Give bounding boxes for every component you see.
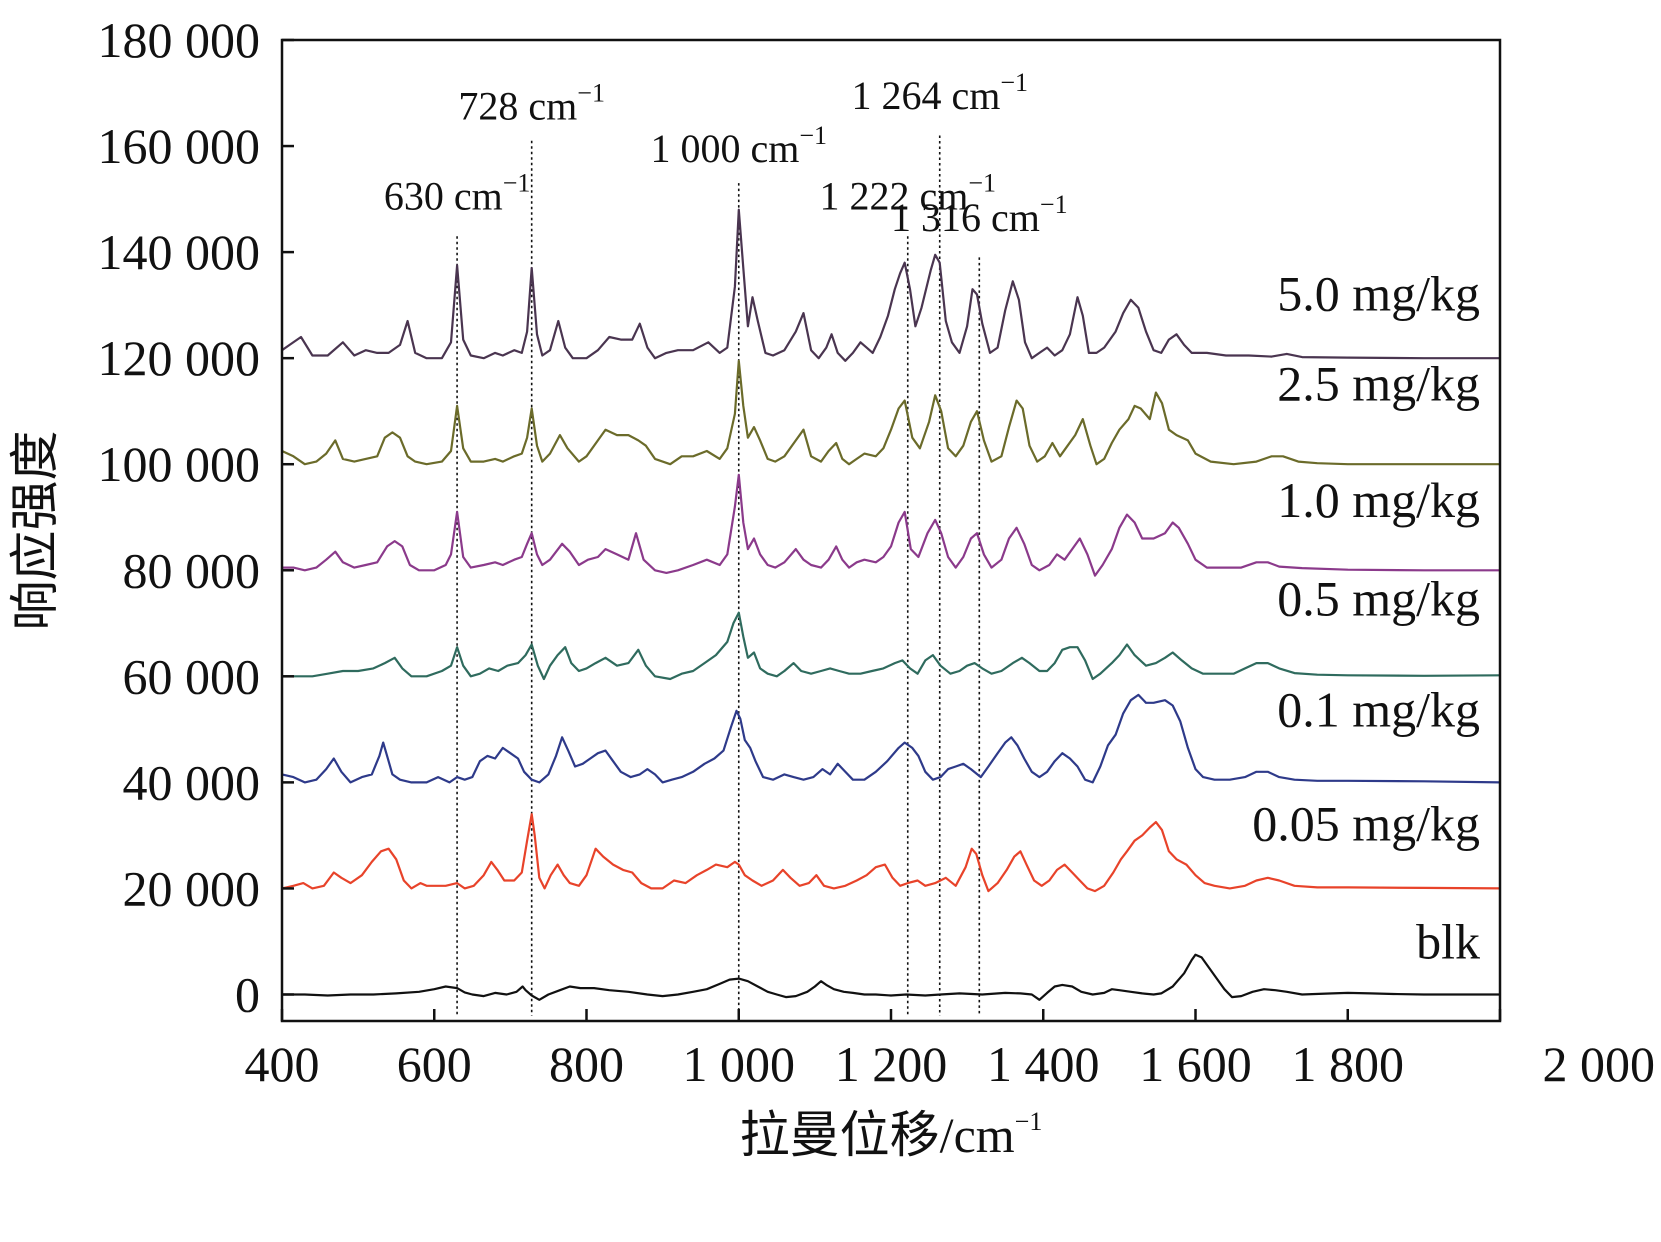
series-label: 0.1 mg/kg bbox=[1277, 682, 1480, 738]
peak-marker-label: 1 264 cm−1 bbox=[851, 68, 1028, 118]
peak-marker-label: 1 316 cm−1 bbox=[891, 190, 1068, 240]
peak-marker-label-sup: −1 bbox=[577, 79, 605, 108]
x-tick-label: 2 000 bbox=[1543, 1036, 1656, 1092]
x-tick-label: 1 200 bbox=[835, 1036, 948, 1092]
x-tick-label: 1 400 bbox=[987, 1036, 1100, 1092]
series-label: 2.5 mg/kg bbox=[1277, 356, 1480, 412]
y-tick-label: 120 000 bbox=[98, 330, 261, 386]
tick-layer: 400 600 800 1 000 1 200 1 400 1 600 1 800 2 000 0… bbox=[98, 12, 1656, 1092]
series-layer bbox=[281, 208, 1501, 1001]
y-tick-label: 160 000 bbox=[98, 118, 261, 174]
peak-marker-label-main: 1 000 cm bbox=[650, 126, 799, 171]
peak-marker-label: 1 222 cm−1 bbox=[819, 169, 996, 219]
series-label: 0.05 mg/kg bbox=[1252, 796, 1480, 852]
series-label: 1.0 mg/kg bbox=[1277, 472, 1480, 528]
x-axis-label-sup: −1 bbox=[1015, 1107, 1043, 1136]
x-tick-label: 400 bbox=[245, 1036, 320, 1092]
y-tick-label: 40 000 bbox=[123, 754, 261, 810]
x-tick-label: 600 bbox=[397, 1036, 472, 1092]
series-label: blk bbox=[1416, 913, 1480, 969]
series-label: 0.5 mg/kg bbox=[1277, 570, 1480, 626]
series-line bbox=[281, 813, 1501, 893]
series-label-layer: 5.0 mg/kg 2.5 mg/kg 1.0 mg/kg 0.5 mg/kg 0.1 … bbox=[1252, 265, 1480, 969]
peak-marker-label-sup: −1 bbox=[1000, 68, 1028, 97]
peak-marker-label-sup: −1 bbox=[968, 169, 996, 198]
series-line bbox=[281, 359, 1500, 466]
peak-marker-label: 1 000 cm−1 bbox=[650, 121, 827, 171]
y-tick-label: 60 000 bbox=[123, 648, 261, 704]
x-tick-label: 1 600 bbox=[1139, 1036, 1252, 1092]
peak-marker-label-sup: −1 bbox=[799, 121, 827, 150]
peak-marker-label-main: 1 316 cm bbox=[891, 195, 1040, 240]
y-axis-label: 响应强度 bbox=[7, 431, 63, 631]
peak-marker-label-main: 1 264 cm bbox=[851, 73, 1000, 118]
series-label: 5.0 mg/kg bbox=[1277, 265, 1480, 321]
x-axis-label-main: 拉曼位移/cm bbox=[740, 1107, 1015, 1163]
series-line bbox=[282, 611, 1501, 681]
peak-marker-label-sup: −1 bbox=[1040, 190, 1068, 219]
x-tick-label: 1 000 bbox=[683, 1036, 796, 1092]
peak-marker-label: 728 cm−1 bbox=[458, 79, 605, 129]
series-line bbox=[282, 953, 1500, 1001]
series-line bbox=[281, 208, 1500, 362]
series-line bbox=[282, 473, 1500, 577]
peak-marker-label-main: 630 cm bbox=[384, 174, 503, 219]
y-tick-label: 20 000 bbox=[123, 860, 261, 916]
peak-marker-label-sup: −1 bbox=[503, 169, 531, 198]
x-tick-label: 1 800 bbox=[1292, 1036, 1405, 1092]
series-line bbox=[281, 693, 1501, 784]
y-tick-label: 100 000 bbox=[98, 436, 261, 492]
peak-marker-label: 630 cm−1 bbox=[384, 169, 531, 219]
y-tick-label: 0 bbox=[235, 966, 260, 1022]
y-tick-label: 80 000 bbox=[123, 542, 261, 598]
y-tick-label: 140 000 bbox=[98, 224, 261, 280]
y-tick-label: 180 000 bbox=[98, 12, 261, 68]
peak-marker-label-main: 728 cm bbox=[458, 84, 577, 129]
x-tick-label: 800 bbox=[549, 1036, 624, 1092]
peak-marker-label-main: 1 222 cm bbox=[819, 174, 968, 219]
x-axis-label: 拉曼位移/cm−1 bbox=[740, 1107, 1043, 1163]
